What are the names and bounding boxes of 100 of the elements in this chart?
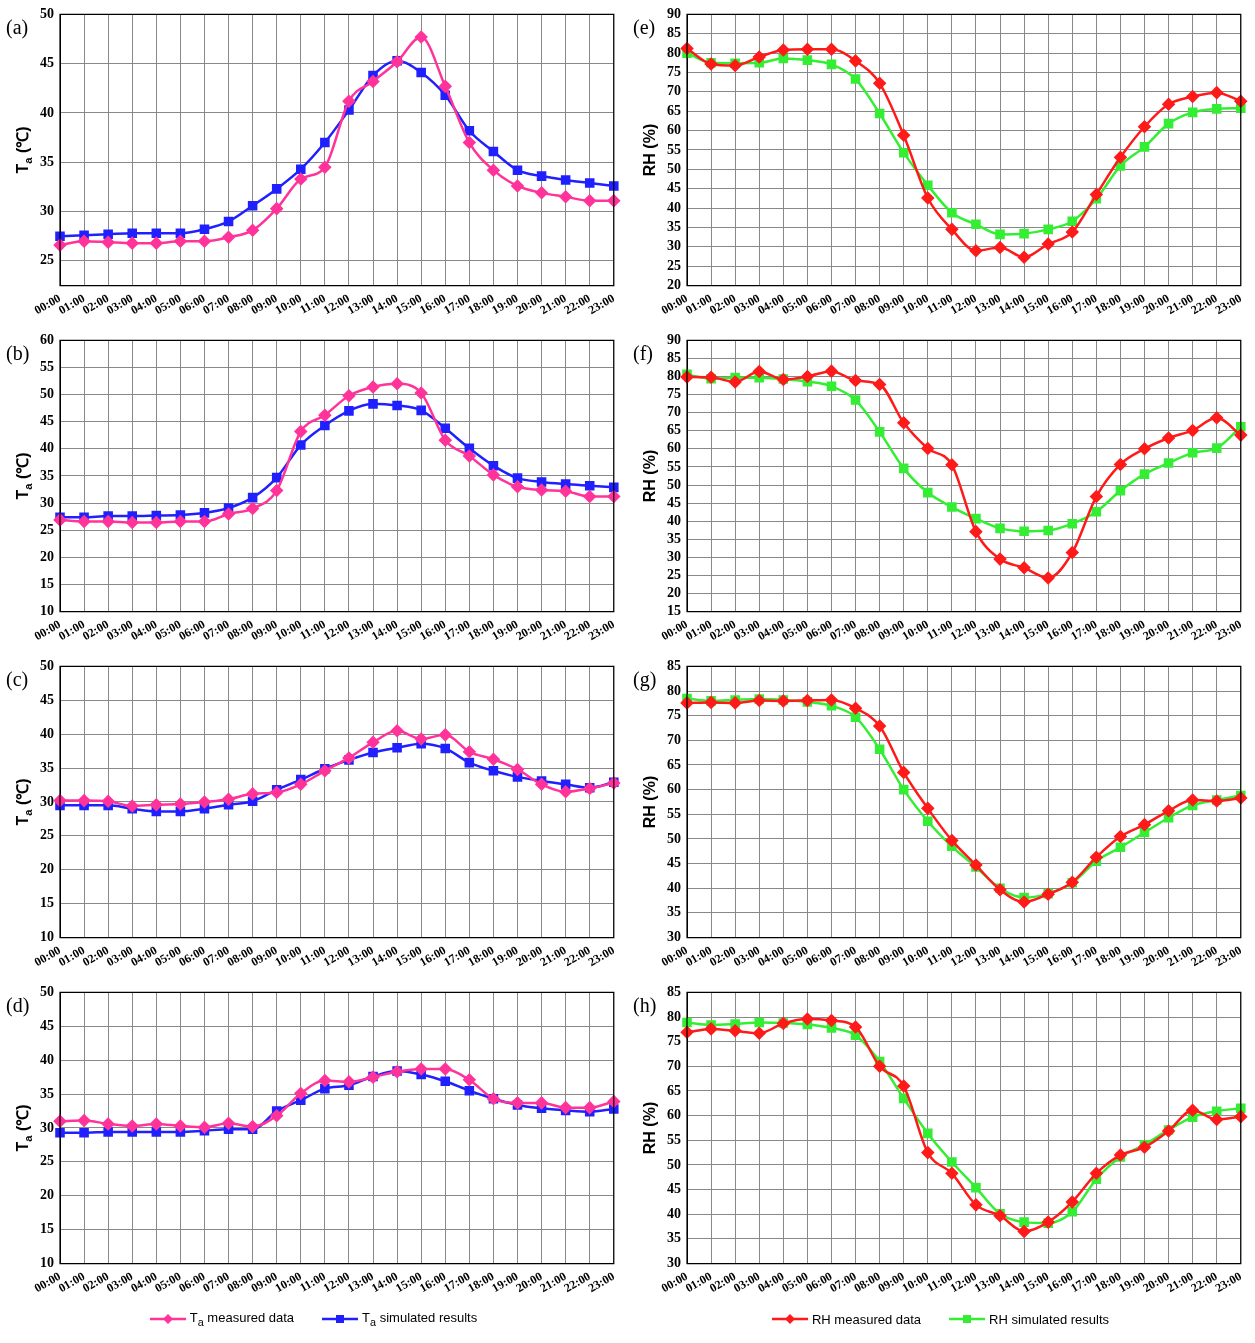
y-tick-label: 65 bbox=[667, 1082, 681, 1098]
chart-title: (g) bbox=[633, 667, 657, 691]
y-tick-label: 20 bbox=[667, 277, 681, 293]
y-tick-label: 20 bbox=[40, 1187, 54, 1203]
y-tick-label: 85 bbox=[667, 350, 681, 366]
y-tick-label: 75 bbox=[667, 707, 681, 723]
y-tick-label: 60 bbox=[667, 781, 681, 797]
y-tick-label: 15 bbox=[40, 895, 54, 911]
y-tick-label: 60 bbox=[667, 122, 681, 138]
y-tick-label: 10 bbox=[40, 603, 54, 619]
y-tick-label: 10 bbox=[40, 929, 54, 945]
y-axis-title: Ta (℃) bbox=[14, 126, 34, 174]
y-tick-label: 50 bbox=[40, 984, 54, 1000]
y-tick-label: 25 bbox=[40, 1153, 54, 1169]
y-tick-label: 50 bbox=[667, 1156, 681, 1172]
y-tick-label: 85 bbox=[667, 984, 681, 1000]
chart-title: (e) bbox=[633, 15, 656, 39]
y-tick-label: 50 bbox=[667, 476, 681, 492]
y-tick-label: 25 bbox=[40, 521, 54, 537]
y-axis-title: RH (%) bbox=[641, 123, 659, 177]
chart-title: (a) bbox=[6, 15, 29, 39]
y-tick-label: 55 bbox=[667, 805, 681, 821]
y-tick-label: 75 bbox=[667, 1033, 681, 1049]
y-tick-label: 90 bbox=[667, 332, 681, 348]
y-tick-label: 55 bbox=[667, 1131, 681, 1147]
y-tick-label: 25 bbox=[40, 252, 54, 268]
y-tick-label: 45 bbox=[667, 855, 681, 871]
y-tick-label: 85 bbox=[667, 658, 681, 674]
y-tick-label: 30 bbox=[667, 1255, 681, 1271]
y-tick-label: 55 bbox=[40, 359, 54, 375]
y-tick-label: 45 bbox=[667, 180, 681, 196]
y-tick-label: 40 bbox=[40, 104, 54, 120]
y-tick-label: 40 bbox=[40, 1051, 54, 1067]
y-tick-label: 35 bbox=[40, 467, 54, 483]
y-tick-label: 50 bbox=[40, 658, 54, 674]
y-tick-label: 50 bbox=[40, 6, 54, 22]
y-tick-label: 30 bbox=[40, 494, 54, 510]
chart-title: (b) bbox=[6, 341, 30, 365]
y-tick-label: 50 bbox=[40, 386, 54, 402]
y-axis-title: Ta (℃) bbox=[14, 778, 34, 826]
y-tick-label: 45 bbox=[40, 691, 54, 707]
chart-title: (h) bbox=[633, 993, 657, 1017]
y-tick-label: 80 bbox=[667, 44, 681, 60]
y-tick-label: 40 bbox=[667, 879, 681, 895]
y-tick-label: 75 bbox=[667, 64, 681, 80]
y-tick-label: 65 bbox=[667, 102, 681, 118]
y-tick-label: 50 bbox=[667, 830, 681, 846]
legend-label: T$_{a}$ simulated results bbox=[362, 1310, 478, 1328]
y-tick-label: 70 bbox=[667, 1057, 681, 1073]
y-tick-label: 50 bbox=[667, 160, 681, 176]
y-tick-label: 65 bbox=[667, 756, 681, 772]
y-tick-label: 30 bbox=[667, 238, 681, 254]
y-tick-label: 25 bbox=[667, 566, 681, 582]
y-tick-label: 70 bbox=[667, 83, 681, 99]
y-axis-title: Ta (℃) bbox=[14, 1104, 34, 1152]
y-tick-label: 90 bbox=[667, 6, 681, 22]
y-tick-label: 30 bbox=[667, 548, 681, 564]
chart-title: (f) bbox=[633, 341, 653, 365]
y-axis-title: RH (%) bbox=[641, 775, 659, 829]
y-tick-label: 40 bbox=[40, 440, 54, 456]
y-tick-label: 20 bbox=[40, 548, 54, 564]
y-tick-label: 80 bbox=[667, 682, 681, 698]
y-tick-label: 40 bbox=[667, 199, 681, 215]
y-tick-label: 35 bbox=[667, 530, 681, 546]
y-tick-label: 70 bbox=[667, 731, 681, 747]
y-tick-label: 40 bbox=[40, 725, 54, 741]
y-axis-title: RH (%) bbox=[641, 1101, 659, 1155]
y-tick-label: 30 bbox=[667, 929, 681, 945]
legend-label: RH measured data bbox=[811, 1311, 922, 1327]
y-tick-label: 10 bbox=[40, 1255, 54, 1271]
legend-label: RH simulated results bbox=[989, 1311, 1110, 1327]
y-tick-label: 45 bbox=[667, 494, 681, 510]
y-tick-label: 30 bbox=[40, 793, 54, 809]
y-tick-label: 35 bbox=[667, 1230, 681, 1246]
y-tick-label: 70 bbox=[667, 404, 681, 420]
y-tick-label: 30 bbox=[40, 1119, 54, 1135]
y-tick-label: 40 bbox=[667, 1205, 681, 1221]
y-tick-label: 35 bbox=[667, 219, 681, 235]
y-tick-label: 60 bbox=[667, 1107, 681, 1123]
y-tick-label: 80 bbox=[667, 1008, 681, 1024]
y-tick-label: 35 bbox=[40, 759, 54, 775]
y-tick-label: 45 bbox=[40, 55, 54, 71]
y-tick-label: 60 bbox=[40, 332, 54, 348]
y-tick-label: 15 bbox=[40, 576, 54, 592]
legend-label: T$_{a}$ measured data bbox=[189, 1310, 295, 1328]
y-tick-label: 20 bbox=[40, 861, 54, 877]
y-tick-label: 45 bbox=[667, 1181, 681, 1197]
y-tick-label: 75 bbox=[667, 386, 681, 402]
y-tick-label: 40 bbox=[667, 512, 681, 528]
y-tick-label: 35 bbox=[40, 153, 54, 169]
y-tick-label: 80 bbox=[667, 368, 681, 384]
y-tick-label: 35 bbox=[667, 904, 681, 920]
y-tick-label: 25 bbox=[40, 827, 54, 843]
y-tick-label: 25 bbox=[667, 257, 681, 273]
chart-title: (d) bbox=[6, 993, 30, 1017]
y-tick-label: 55 bbox=[667, 141, 681, 157]
y-tick-label: 85 bbox=[667, 25, 681, 41]
chart-title: (c) bbox=[6, 667, 29, 691]
y-tick-label: 45 bbox=[40, 1017, 54, 1033]
y-tick-label: 15 bbox=[667, 603, 681, 619]
